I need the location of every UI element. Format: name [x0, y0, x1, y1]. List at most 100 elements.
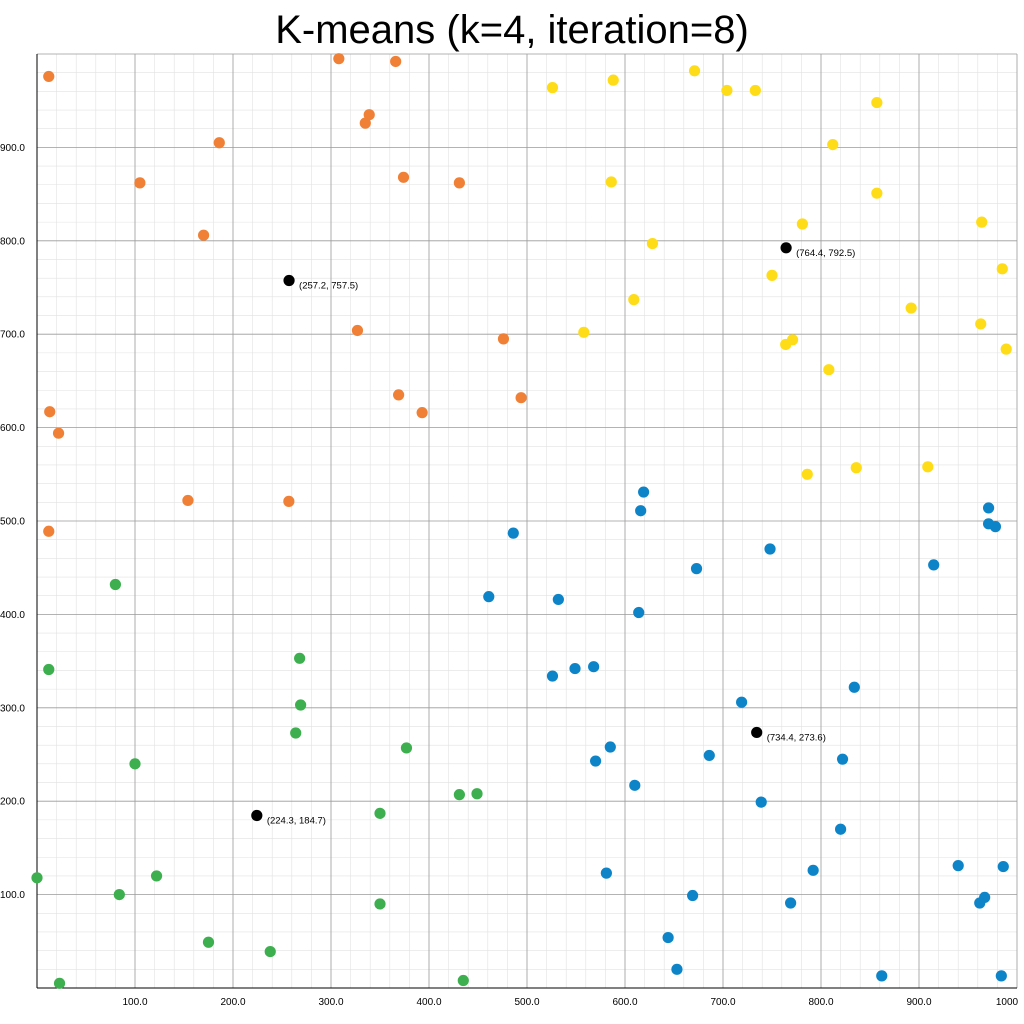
- yellow-data-point: [871, 187, 883, 199]
- orange-data-point: [393, 389, 405, 401]
- y-tick-label: 200.0: [0, 797, 25, 808]
- green-data-point: [471, 788, 483, 800]
- blue-data-point: [848, 681, 860, 693]
- data-points: [31, 53, 1012, 989]
- centroid-point: [251, 809, 263, 822]
- blue-data-point: [952, 860, 964, 872]
- orange-data-point: [497, 333, 510, 345]
- blue-data-point: [764, 543, 776, 555]
- yellow-data-point: [605, 176, 617, 188]
- blue-data-point: [703, 749, 715, 762]
- green-data-point: [374, 807, 386, 819]
- y-tick-label: 500.0: [0, 517, 25, 528]
- orange-data-point: [52, 427, 65, 439]
- orange-data-point: [416, 407, 428, 419]
- blue-data-point: [928, 559, 940, 571]
- orange-data-point: [363, 109, 375, 121]
- blue-data-point: [604, 741, 616, 753]
- blue-data-point: [600, 867, 612, 879]
- centroids: (257.2, 757.5) (764.4, 792.5) (734.4, 273.…: [251, 242, 855, 826]
- orange-data-point: [453, 177, 465, 189]
- yellow-data-point: [721, 84, 733, 97]
- blue-data-point: [483, 591, 495, 603]
- yellow-data-point: [871, 96, 883, 109]
- green-data-point: [295, 699, 307, 711]
- blue-data-point: [552, 593, 564, 606]
- blue-data-point: [588, 661, 600, 673]
- y-tick-label: 900.0: [0, 143, 25, 154]
- blue-data-point: [690, 563, 703, 575]
- blue-data-point: [974, 897, 986, 909]
- orange-data-point: [44, 406, 56, 418]
- yellow-data-point: [976, 216, 988, 228]
- green-data-point: [374, 898, 386, 910]
- yellow-data-point: [766, 269, 778, 281]
- blue-data-point: [755, 796, 767, 808]
- orange-data-point: [182, 494, 194, 507]
- yellow-data-point: [796, 218, 808, 230]
- blue-data-point: [989, 521, 1002, 533]
- yellow-data-point: [546, 82, 559, 94]
- blue-data-point: [687, 889, 699, 902]
- y-tick-label: 300.0: [0, 703, 25, 714]
- green-data-point: [457, 974, 469, 987]
- green-data-point: [290, 727, 302, 739]
- blue-data-point: [995, 970, 1007, 982]
- orange-data-point: [43, 525, 55, 537]
- yellow-data-point: [905, 302, 917, 314]
- green-data-point: [202, 936, 215, 948]
- yellow-data-point: [823, 364, 835, 376]
- x-tick-label: 600.0: [612, 997, 637, 1008]
- centroid-point: [780, 242, 792, 254]
- blue-data-point: [876, 970, 888, 982]
- green-data-point: [53, 977, 66, 989]
- yellow-data-point: [1000, 343, 1012, 355]
- green-data-point: [453, 789, 465, 801]
- blue-data-point: [629, 779, 641, 791]
- blue-data-point: [590, 755, 602, 767]
- green-data-point: [31, 872, 43, 884]
- yellow-data-point: [646, 238, 659, 250]
- centroid-point: [283, 274, 295, 287]
- orange-data-point: [134, 177, 146, 189]
- centroid-label: (224.3, 184.7): [267, 815, 326, 826]
- blue-data-point: [638, 486, 650, 498]
- green-data-point: [109, 578, 121, 591]
- yellow-data-point: [749, 84, 761, 97]
- centroid-label: (734.4, 273.6): [767, 732, 826, 743]
- blue-data-point: [635, 505, 647, 517]
- blue-data-point: [546, 670, 559, 682]
- centroid-label: (257.2, 757.5): [299, 280, 358, 291]
- y-tick-label: 400.0: [0, 610, 25, 621]
- yellow-data-point: [850, 462, 862, 474]
- x-tick-label: 100.0: [122, 997, 147, 1008]
- x-tick-label: 400.0: [416, 997, 441, 1008]
- green-data-point: [129, 758, 141, 770]
- green-data-point: [113, 889, 125, 901]
- orange-data-point: [397, 171, 410, 183]
- x-tick-label: 1000: [996, 997, 1019, 1008]
- orange-data-point: [43, 70, 55, 83]
- x-tick-label: 200.0: [220, 997, 245, 1008]
- green-data-point: [400, 742, 413, 754]
- y-tick-label: 100.0: [0, 890, 25, 901]
- blue-data-point: [785, 897, 797, 909]
- x-tick-label: 900.0: [906, 997, 931, 1008]
- yellow-data-point: [827, 138, 839, 151]
- x-tick-labels: 100.0 200.0 300.0 400.0 500.0 600.0 700.0 800.0…: [122, 997, 1018, 1008]
- major-grid: [36, 53, 1018, 989]
- yellow-data-point: [922, 461, 934, 473]
- yellow-data-point: [780, 338, 792, 351]
- y-tick-label: 800.0: [0, 236, 25, 247]
- orange-data-point: [213, 137, 225, 149]
- blue-data-point: [569, 662, 581, 675]
- blue-data-point: [997, 860, 1009, 873]
- centroid-point: [751, 726, 763, 739]
- green-data-point: [264, 945, 276, 958]
- x-tick-label: 300.0: [318, 997, 343, 1008]
- blue-data-point: [835, 823, 847, 835]
- blue-data-point: [507, 527, 519, 539]
- orange-data-point: [198, 229, 210, 241]
- blue-data-point: [982, 502, 995, 514]
- green-data-point: [43, 663, 55, 676]
